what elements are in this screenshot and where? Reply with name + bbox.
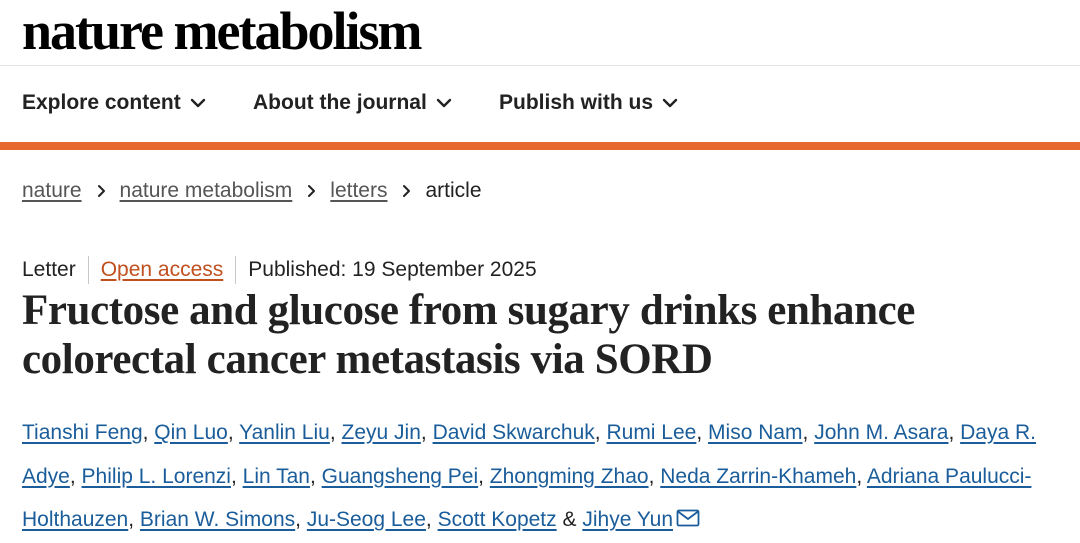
- author-link[interactable]: Zhongming Zhao: [489, 464, 649, 488]
- breadcrumb-current: article: [425, 179, 482, 202]
- author-link[interactable]: Tianshi Feng: [22, 421, 143, 444]
- journal-logo[interactable]: nature metabolism: [22, 1, 422, 61]
- author-link[interactable]: Scott Kopetz: [437, 508, 557, 531]
- author-link[interactable]: Qin Luo: [154, 421, 228, 444]
- author-link[interactable]: John M. Asara: [814, 421, 949, 444]
- main-nav: Explore content About the journal Publis…: [0, 67, 1080, 143]
- author-link[interactable]: Guangsheng Pei: [321, 464, 479, 488]
- breadcrumb-nature[interactable]: nature: [22, 179, 82, 202]
- article-title: Fructose and glucose from sugary drinks …: [22, 287, 915, 383]
- author-link[interactable]: Zeyu Jin: [341, 421, 421, 444]
- author-link[interactable]: Jihye Yun: [582, 508, 674, 531]
- nav-publish-with-us[interactable]: Publish with us: [499, 91, 679, 115]
- author-link[interactable]: Lin Tan: [242, 464, 310, 488]
- breadcrumb: nature nature metabolism letters article: [22, 179, 482, 203]
- author-link[interactable]: Yanlin Liu: [239, 421, 330, 444]
- masthead: nature metabolism: [0, 0, 1080, 66]
- author-list: Tianshi Feng, Qin Luo, Yanlin Liu, Zeyu …: [22, 421, 1036, 532]
- nav-label: Publish with us: [499, 91, 654, 114]
- breadcrumb-letters[interactable]: letters: [330, 179, 388, 202]
- article-type: Letter: [22, 258, 76, 281]
- chevron-right-icon: [97, 185, 105, 197]
- author-link[interactable]: Rumi Lee: [606, 421, 697, 444]
- author-link[interactable]: Ju-Seog Lee: [306, 508, 426, 531]
- meta-divider: [87, 256, 89, 284]
- nav-label: About the journal: [253, 91, 427, 114]
- author-link[interactable]: Brian W. Simons: [139, 508, 296, 531]
- accent-divider: [0, 142, 1080, 150]
- open-access-link[interactable]: Open access: [100, 258, 224, 281]
- nav-about-journal[interactable]: About the journal: [253, 91, 453, 115]
- author-link[interactable]: Philip L. Lorenzi: [81, 464, 231, 488]
- chevron-down-icon: [190, 98, 205, 108]
- nav-explore-content[interactable]: Explore content: [22, 91, 207, 115]
- mail-icon[interactable]: [676, 509, 700, 527]
- chevron-down-icon: [662, 98, 678, 108]
- chevron-right-icon: [308, 185, 316, 197]
- author-link[interactable]: Miso Nam: [708, 421, 803, 444]
- nav-label: Explore content: [22, 91, 181, 114]
- author-link[interactable]: Daya R. Adye: [22, 421, 1036, 488]
- published-date: Published: 19 September 2025: [248, 258, 537, 281]
- author-link[interactable]: Adriana Paulucci-Holthauzen: [22, 464, 1032, 532]
- author-link[interactable]: Neda Zarrin-Khameh: [660, 464, 857, 488]
- author-link[interactable]: David Skwarchuk: [432, 421, 595, 444]
- chevron-down-icon: [436, 98, 452, 108]
- article-meta: Letter Open access Published: 19 Septemb…: [22, 256, 537, 284]
- breadcrumb-nature-metabolism[interactable]: nature metabolism: [119, 179, 293, 202]
- chevron-right-icon: [403, 185, 411, 197]
- meta-divider: [235, 256, 237, 284]
